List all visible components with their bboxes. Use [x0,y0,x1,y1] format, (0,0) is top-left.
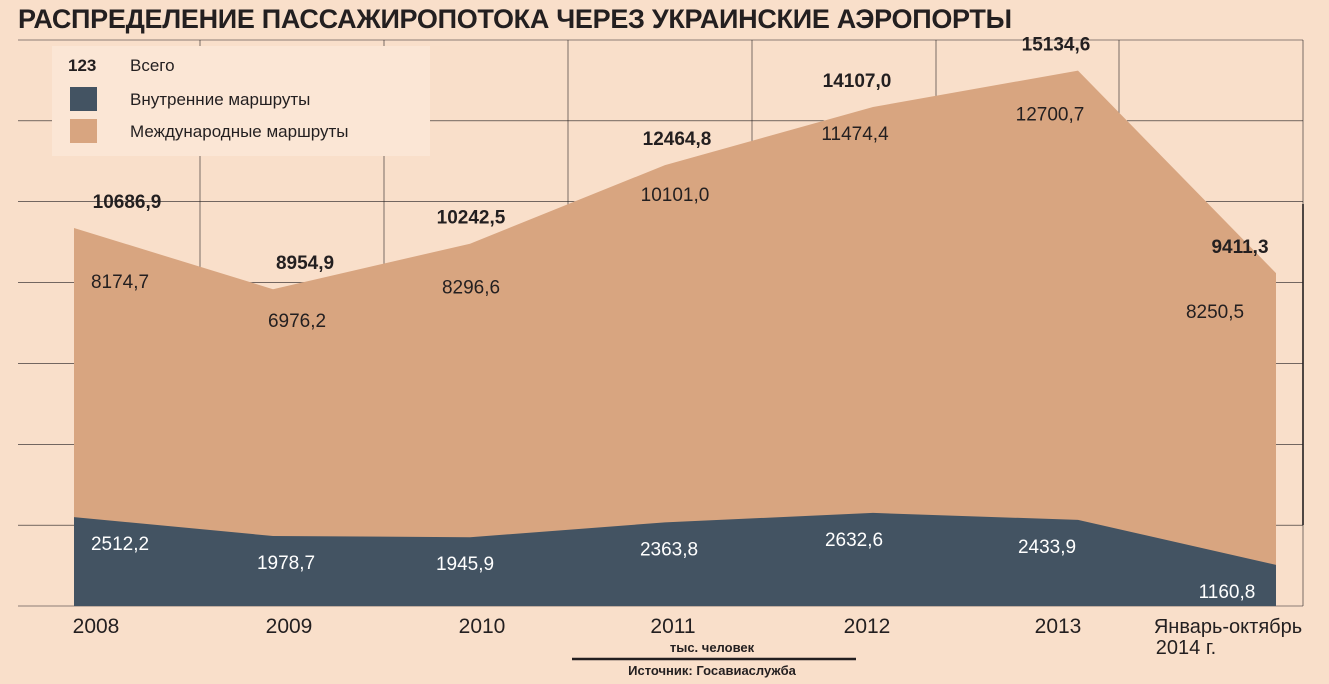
legend: 123 Всего Внутренние маршруты Международные… [52,46,430,156]
chart-title: РАСПРЕДЕЛЕНИЕ ПАССАЖИРОПОТОКА ЧЕРЕЗ УКРА… [18,4,1012,34]
legend-swatch-international [70,119,97,143]
x-axis: 2008 2009 2010 2011 2012 2013 Январь-октябрь20… [73,615,1303,659]
x-tick-label: 2009 [266,615,313,638]
domestic-value-label: 2632,6 [825,530,883,551]
x-tick-label: 2013 [1035,615,1082,638]
legend-swatch-domestic [70,87,97,111]
chart-footer: тыс. человек Источник: Госавиаслужба [572,640,856,678]
international-value-label: 8250,5 [1186,302,1244,323]
total-value-label: 12464,8 [643,129,712,150]
total-value-label: 10242,5 [437,208,506,229]
international-value-label: 10101,0 [641,185,710,206]
x-tick-label: 2011 [650,615,695,638]
domestic-value-label: 1160,8 [1199,582,1256,603]
international-value-label: 6976,2 [268,311,326,332]
x-tick-label: 2012 [844,615,891,638]
data-labels: 10686,9 8954,9 10242,5 12464,8 14107,0 15134,… [91,35,1269,603]
legend-label-international: Международные маршруты [130,122,349,141]
domestic-value-label: 2433,9 [1018,537,1076,558]
legend-label-total: Всего [130,56,175,75]
x-tick-label: Январь-октябрь [1154,616,1302,638]
domestic-value-label: 2363,8 [640,539,698,560]
legend-box [52,46,430,156]
international-value-label: 12700,7 [1016,105,1085,126]
domestic-value-label: 1945,9 [436,554,494,575]
international-value-label: 8296,6 [442,278,500,299]
legend-sample-text: 123 [68,56,96,75]
unit-label: тыс. человек [670,640,755,655]
total-value-label: 10686,9 [93,192,162,213]
international-value-label: 11474,4 [821,124,889,145]
area-domestic-routes [74,512,1276,606]
total-value-label: 8954,9 [276,253,334,274]
total-value-label: 9411,3 [1211,237,1268,258]
x-tick-label: 2014 г. [1156,637,1216,659]
x-tick-label: 2008 [73,615,120,638]
international-value-label: 8174,7 [91,272,149,293]
total-value-label: 14107,0 [823,71,892,92]
domestic-value-label: 2512,2 [91,534,149,555]
x-tick-label: 2010 [459,615,506,638]
area-international-routes [74,70,1276,607]
area-layers [74,70,1276,607]
legend-label-domestic: Внутренние маршруты [130,90,310,109]
source-label: Источник: Госавиаслужба [628,663,797,678]
total-value-label: 15134,6 [1022,35,1091,56]
domestic-value-label: 1978,7 [257,553,315,574]
